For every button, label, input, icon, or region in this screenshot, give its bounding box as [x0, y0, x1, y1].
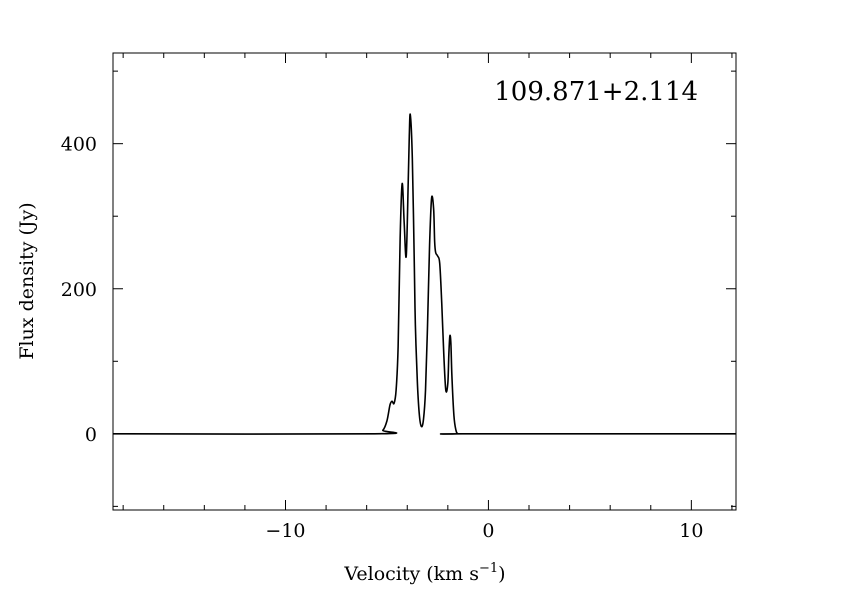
spectrum-line — [112, 113, 736, 435]
source-annotation: 109.871+2.114 — [494, 77, 698, 107]
y-axis-label: Flux density (Jy) — [16, 202, 38, 359]
x-axis-label-exponent: −1 — [479, 561, 498, 576]
x-tick-labels: −10 0 10 — [265, 520, 703, 542]
y-tick-label: 0 — [85, 424, 97, 446]
y-tick-label: 400 — [61, 134, 97, 156]
x-axis-label-main: Velocity (km s — [343, 563, 479, 585]
x-axis-label-close: ) — [498, 563, 505, 585]
x-tick-label: −10 — [265, 520, 305, 542]
y-tick-label: 200 — [61, 279, 97, 301]
x-tick-label: 0 — [482, 520, 494, 542]
x-axis-label: Velocity (km s−1) — [343, 561, 505, 585]
x-tick-label: 10 — [679, 520, 703, 542]
axis-ticks — [113, 53, 736, 510]
plot-frame — [112, 52, 737, 511]
y-tick-labels: 0 200 400 — [61, 134, 97, 446]
